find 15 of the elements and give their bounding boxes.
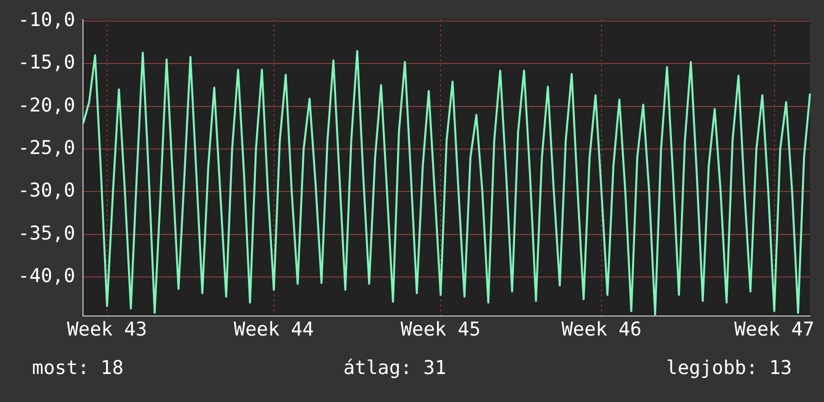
text: legjobb: 13 xyxy=(666,357,792,379)
x-tick-label: Week 43 xyxy=(66,318,148,341)
y-tick-label: -40,0 xyxy=(18,264,76,287)
x-tick-label: Week 45 xyxy=(400,318,481,341)
x-tick-label: Week 46 xyxy=(561,318,642,341)
x-tick-label: Week 47 xyxy=(734,318,814,341)
y-tick-label: -15,0 xyxy=(18,52,76,74)
text: átlag: 31 xyxy=(343,357,446,379)
y-tick-label: -30,0 xyxy=(18,180,76,202)
y-tick-label: -20,0 xyxy=(18,94,76,116)
x-tick-label: Week 44 xyxy=(234,318,314,341)
text: most: 18 xyxy=(32,357,124,379)
y-tick-label: -35,0 xyxy=(18,222,76,244)
y-tick-label: -10,0 xyxy=(18,9,76,32)
y-tick-label: -25,0 xyxy=(18,136,76,159)
